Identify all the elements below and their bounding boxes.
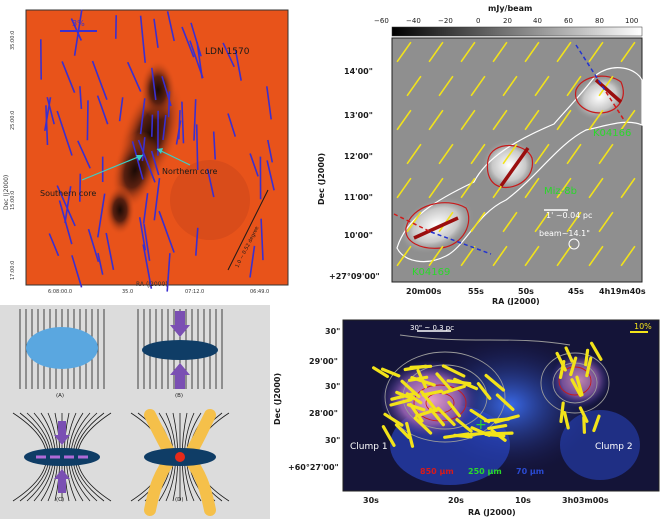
schematic-a-cloud [26, 327, 98, 369]
panel-b-ytick-2: 13'00" [344, 111, 373, 120]
cbar-tick-9: 100 [625, 17, 638, 25]
panel-b-svg: mJy/beam −60 −40 −20 0 20 40 60 80 100 K… [296, 0, 665, 305]
panel-a-xtick-2: 35.0 [122, 289, 133, 295]
region-label: LDN 1570 [205, 47, 250, 57]
panel-a-ytick-4: 17:00:0 [10, 261, 16, 280]
polarization-vector [152, 115, 153, 137]
schematic-d-core [175, 452, 185, 462]
cbar-tick-5: 20 [503, 17, 512, 25]
band-250-label: 250 μm [468, 467, 502, 476]
polarization-vector [584, 418, 585, 433]
panel-d-scale-label: 30" ~ 0.3 pc [410, 324, 454, 332]
panel-d-xtick-1: 30s [363, 496, 379, 505]
panel-a-xlabel: RA (J2000) [136, 281, 168, 288]
panel-b-xtick-2: 55s [468, 287, 484, 296]
panel-b-ylabel: Dec (J2000) [317, 153, 326, 205]
panel-c-schematic: (A) (B) (C) (D) [0, 305, 270, 519]
polarization-vector [169, 91, 170, 117]
northern-core-label: Northern core [162, 167, 217, 176]
panel-a-ylabel: Dec (J2000) [3, 175, 10, 210]
schematic-b-cloud [142, 340, 218, 360]
polarization-vector [561, 403, 563, 421]
beam-label: beam~14.1" [539, 229, 590, 238]
panel-d-xtick-2: 20s [448, 496, 464, 505]
panel-c-svg: (A) (B) (C) (D) [0, 305, 270, 519]
panel-d-ytick-2: 29'00" [309, 357, 338, 366]
panel-b-ytick-4: 11'00" [344, 193, 373, 202]
clump2-label: Clump 2 [595, 442, 633, 452]
panel-d-ytick-1: 30" [325, 327, 340, 336]
colorbar-label: mJy/beam [488, 4, 532, 13]
panel-b-xlabel: RA (J2000) [492, 297, 540, 305]
source-miz8b: Miz-8b [544, 186, 577, 197]
panel-d-svg: + 30" ~ 0.3 pc 10% Clump 1 Clump 2 850 μ… [270, 305, 665, 519]
cbar-tick-4: 0 [476, 17, 480, 25]
cbar-tick-7: 60 [564, 17, 573, 25]
panel-a-xtick-4: 06:49.0 [250, 289, 269, 295]
cbar-tick-6: 40 [533, 17, 542, 25]
panel-d-ytick-3: 30" [325, 382, 340, 391]
panel-b-ytick-5: 10'00" [344, 231, 373, 240]
panel-a-ytick-2: 25:00:0 [10, 111, 16, 130]
panel-b-xtick-5: 4h19m40s [599, 287, 646, 296]
panel-b-ytick-1: 14'00" [344, 67, 373, 76]
pol-scale-label: 3% [72, 19, 85, 28]
panel-d-composite-map: + 30" ~ 0.3 pc 10% Clump 1 Clump 2 850 μ… [270, 305, 665, 519]
schematic-c-label: (C) [56, 497, 64, 503]
panel-b-scale-label: 1' ~0.04 pc [546, 211, 592, 220]
panel-d-ytick-4: 28'00" [309, 409, 338, 418]
schematic-a-label: (A) [56, 393, 64, 399]
panel-a-xtick-3: 07:12.0 [185, 289, 204, 295]
panel-b-xtick-4: 45s [568, 287, 584, 296]
cbar-tick-2: −40 [406, 17, 421, 25]
panel-b-ytick-6: +27°09'00" [329, 272, 380, 281]
southern-core-label: Southern core [40, 189, 96, 198]
schematic-d-label: (D) [175, 497, 184, 503]
schematic-b-label: (B) [175, 393, 183, 399]
cbar-tick-1: −60 [374, 17, 389, 25]
panel-d-xtick-3: 10s [515, 496, 531, 505]
polarization-vector [87, 100, 88, 140]
panel-d-pol-scale-label: 10% [634, 322, 652, 331]
source-k04169: K04169 [412, 267, 450, 278]
panel-a-ytick-3: 15:00:0 [10, 191, 16, 210]
protostar-marker: + [475, 417, 487, 433]
panel-d-xtick-4: 3h03m00s [562, 496, 609, 505]
band-70-label: 70 μm [516, 467, 544, 476]
cbar-tick-3: −20 [438, 17, 453, 25]
panel-d-ytick-6: +60°27'00" [288, 463, 339, 472]
cbar-tick-8: 80 [595, 17, 604, 25]
panel-d-xlabel: RA (J2000) [468, 508, 516, 517]
panel-d-ytick-5: 30" [325, 436, 340, 445]
band-850-label: 850 μm [420, 467, 454, 476]
panel-a-optical-map: 3% LDN 1570 Southern core Northern core … [0, 0, 292, 297]
schematic-c-cloud [24, 448, 100, 466]
panel-b-ytick-3: 12'00" [344, 152, 373, 161]
clump1-label: Clump 1 [350, 442, 388, 452]
colorbar [392, 27, 642, 36]
panel-d-ylabel: Dec (J2000) [273, 373, 282, 425]
panel-b-continuum-map: mJy/beam −60 −40 −20 0 20 40 60 80 100 K… [296, 0, 665, 305]
polarization-vector [586, 350, 588, 364]
panel-a-xtick-1: 6:08:00.0 [48, 289, 72, 295]
panel-a-ytick-1: 35:00:0 [10, 31, 16, 50]
panel-b-xtick-3: 50s [518, 287, 534, 296]
source-k04166: K04166 [593, 128, 631, 139]
polarization-vector [197, 124, 198, 170]
panel-a-svg: 3% LDN 1570 Southern core Northern core … [0, 0, 292, 297]
panel-b-xtick-1: 20m00s [406, 287, 442, 296]
